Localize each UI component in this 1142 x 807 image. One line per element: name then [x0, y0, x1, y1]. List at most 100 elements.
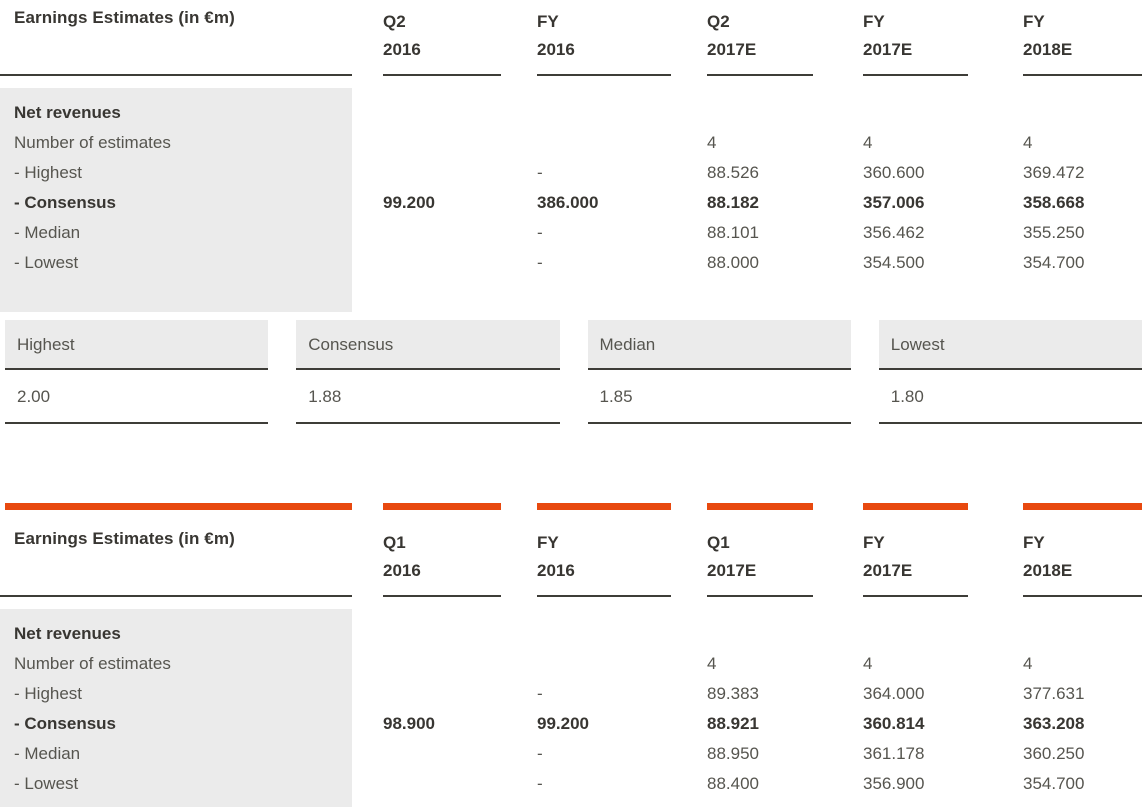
- cell-value: 363.208: [1023, 714, 1085, 733]
- cell-value: -: [537, 223, 543, 242]
- accent-bar: [383, 503, 501, 510]
- cell-value: 355.250: [1023, 223, 1085, 242]
- cell-value: [383, 248, 501, 278]
- table-row-section: Net revenues: [0, 619, 1142, 649]
- accent-bar: [863, 503, 968, 510]
- row-label: - Highest: [14, 684, 83, 703]
- cell-value: 99.200: [537, 714, 589, 733]
- summary-card-label: Highest: [5, 320, 269, 370]
- table-row: - Median - 88.101 356.462 355.250: [0, 218, 1142, 248]
- table-row: - Lowest - 88.000 354.500 354.700: [0, 248, 1142, 278]
- summary-card-value: 2.00: [5, 370, 269, 424]
- column-header-fy-2017e: FY 2017E: [863, 0, 968, 76]
- accent-bars: [0, 503, 1142, 510]
- summary-card-label: Consensus: [296, 320, 560, 370]
- cell-value: 360.250: [1023, 744, 1085, 763]
- summary-card-median: Median 1.85: [587, 320, 851, 424]
- table-row: - Median - 88.950 361.178 360.250: [0, 739, 1142, 769]
- table-row: - Lowest - 88.400 356.900 354.700: [0, 769, 1142, 799]
- cell-value: 4: [707, 133, 717, 152]
- cell-value: [537, 649, 671, 679]
- cell-value: 354.500: [863, 253, 925, 272]
- table-row-consensus: - Consensus 99.200 386.000 88.182 357.00…: [0, 188, 1142, 218]
- table-row: - Highest - 89.383 364.000 377.631: [0, 679, 1142, 709]
- row-label: - Consensus: [14, 714, 117, 733]
- column-header-q1-2017e: Q1 2017E: [707, 521, 813, 597]
- cell-value: 99.200: [383, 193, 435, 212]
- table-title: Earnings Estimates (in €m): [0, 0, 352, 76]
- summary-card-value: 1.80: [878, 370, 1142, 424]
- column-header-fy-2016: FY 2016: [537, 0, 671, 76]
- cell-value: 364.000: [863, 684, 925, 703]
- cell-value: 356.462: [863, 223, 925, 242]
- cell-value: [537, 128, 671, 158]
- column-header-fy-2018e: FY 2018E: [1023, 0, 1142, 76]
- column-header-q1-2016: Q1 2016: [383, 521, 501, 597]
- cell-value: 356.900: [863, 774, 925, 793]
- cell-value: [383, 769, 501, 799]
- column-header-fy-2018e: FY 2018E: [1023, 521, 1142, 597]
- summary-card-label: Median: [587, 320, 851, 370]
- cell-value: 360.600: [863, 163, 925, 182]
- cell-value: [383, 679, 501, 709]
- cell-value: [383, 158, 501, 188]
- cell-value: 354.700: [1023, 774, 1085, 793]
- cell-value: [383, 128, 501, 158]
- label-column-background: [0, 609, 352, 807]
- table-title: Earnings Estimates (in €m): [0, 521, 352, 597]
- table-row: Number of estimates 4 4 4: [0, 649, 1142, 679]
- cell-value: -: [537, 774, 543, 793]
- column-header-fy-2016: FY 2016: [537, 521, 671, 597]
- table-body: Net revenues Number of estimates 4 4 4 -…: [0, 609, 1142, 807]
- cell-value: 4: [1023, 654, 1033, 673]
- cell-value: 4: [707, 654, 717, 673]
- cell-value: [383, 649, 501, 679]
- table-header-row: Earnings Estimates (in €m) Q2 2016 FY 20…: [0, 0, 1142, 76]
- cell-value: 88.000: [707, 253, 759, 272]
- row-label: - Median: [14, 744, 81, 763]
- cell-value: 360.814: [863, 714, 925, 733]
- table-row-section: Net revenues: [0, 98, 1142, 128]
- table-row: - Highest - 88.526 360.600 369.472: [0, 158, 1142, 188]
- accent-bar: [1023, 503, 1142, 510]
- section-label: Net revenues: [14, 103, 121, 122]
- cell-value: 358.668: [1023, 193, 1085, 212]
- cell-value: 88.101: [707, 223, 759, 242]
- row-label: Number of estimates: [14, 133, 171, 152]
- summary-card-value: 1.85: [587, 370, 851, 424]
- summary-card-highest: Highest 2.00: [5, 320, 269, 424]
- row-label: - Consensus: [14, 193, 117, 212]
- summary-cards: Highest 2.00 Consensus 1.88 Median 1.85 …: [5, 320, 1142, 424]
- label-column-background: [0, 88, 352, 312]
- row-label: - Lowest: [14, 253, 79, 272]
- cell-value: 4: [863, 133, 873, 152]
- cell-value: [383, 218, 501, 248]
- cell-value: -: [537, 744, 543, 763]
- earnings-table-bottom: Earnings Estimates (in €m) Q1 2016 FY 20…: [0, 503, 1142, 807]
- cell-value: 88.400: [707, 774, 759, 793]
- cell-value: -: [537, 253, 543, 272]
- cell-value: -: [537, 163, 543, 182]
- cell-value: 89.383: [707, 684, 759, 703]
- column-header-fy-2017e: FY 2017E: [863, 521, 968, 597]
- section-label: Net revenues: [14, 624, 121, 643]
- cell-value: [383, 739, 501, 769]
- table-header-row: Earnings Estimates (in €m) Q1 2016 FY 20…: [0, 521, 1142, 597]
- summary-card-label: Lowest: [878, 320, 1142, 370]
- row-label: - Lowest: [14, 774, 79, 793]
- cell-value: 4: [863, 654, 873, 673]
- table-body: Net revenues Number of estimates 4 4 4 -…: [0, 88, 1142, 312]
- cell-value: 88.526: [707, 163, 759, 182]
- cell-value: 88.921: [707, 714, 759, 733]
- cell-value: 354.700: [1023, 253, 1085, 272]
- cell-value: 377.631: [1023, 684, 1085, 703]
- table-row: Number of estimates 4 4 4: [0, 128, 1142, 158]
- column-header-q2-2017e: Q2 2017E: [707, 0, 813, 76]
- summary-card-value: 1.88: [296, 370, 560, 424]
- table-row-consensus: - Consensus 98.900 99.200 88.921 360.814…: [0, 709, 1142, 739]
- cell-value: 4: [1023, 133, 1033, 152]
- cell-value: 386.000: [537, 193, 599, 212]
- earnings-table-top: Earnings Estimates (in €m) Q2 2016 FY 20…: [0, 0, 1142, 312]
- cell-value: 88.182: [707, 193, 759, 212]
